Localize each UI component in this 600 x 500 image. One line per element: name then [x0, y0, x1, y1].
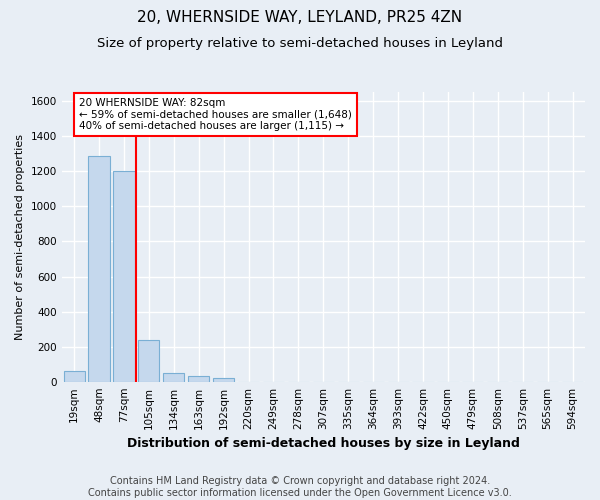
- Bar: [113, 172, 134, 382]
- Bar: [163, 374, 184, 382]
- Bar: [188, 376, 209, 382]
- Text: 20, WHERNSIDE WAY, LEYLAND, PR25 4ZN: 20, WHERNSIDE WAY, LEYLAND, PR25 4ZN: [137, 10, 463, 25]
- Text: 20 WHERNSIDE WAY: 82sqm
← 59% of semi-detached houses are smaller (1,648)
40% of: 20 WHERNSIDE WAY: 82sqm ← 59% of semi-de…: [79, 98, 352, 131]
- Bar: [64, 371, 85, 382]
- Text: Size of property relative to semi-detached houses in Leyland: Size of property relative to semi-detach…: [97, 38, 503, 51]
- Bar: [138, 340, 160, 382]
- Y-axis label: Number of semi-detached properties: Number of semi-detached properties: [15, 134, 25, 340]
- Bar: [213, 378, 234, 382]
- X-axis label: Distribution of semi-detached houses by size in Leyland: Distribution of semi-detached houses by …: [127, 437, 520, 450]
- Bar: [88, 156, 110, 382]
- Text: Contains HM Land Registry data © Crown copyright and database right 2024.
Contai: Contains HM Land Registry data © Crown c…: [88, 476, 512, 498]
